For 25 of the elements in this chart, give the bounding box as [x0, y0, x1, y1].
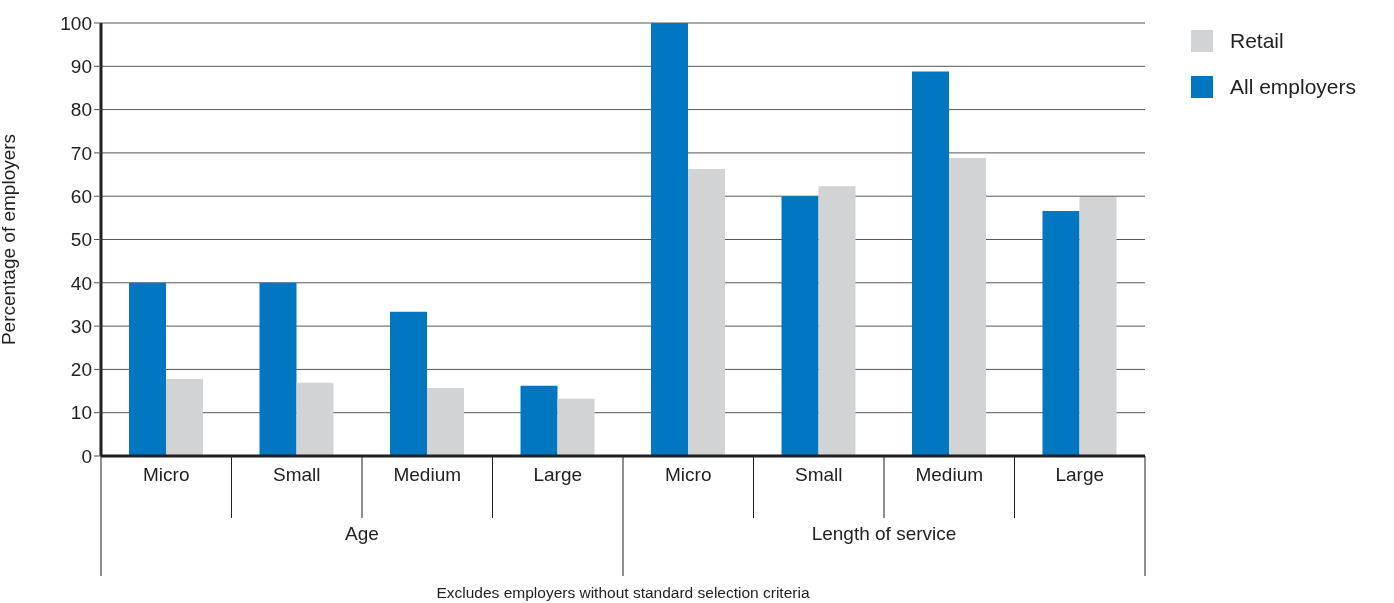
- y-tick-label: 60: [70, 185, 92, 207]
- y-tick-label: 40: [70, 272, 92, 294]
- x-tick-label: Large: [1055, 464, 1105, 486]
- legend-label: All employers: [1230, 75, 1357, 99]
- y-tick-label: 30: [70, 315, 92, 337]
- x-tick-label: Micro: [665, 464, 712, 486]
- y-tick-label: 80: [70, 99, 92, 121]
- y-tick-label: 90: [70, 56, 92, 78]
- text: Excludes employers without standard selection criteria: [436, 584, 810, 601]
- x-tick-label: Large: [533, 464, 583, 486]
- x-tick-label: Medium: [915, 464, 984, 486]
- y-tick-label: 100: [60, 12, 92, 34]
- x-tick-label: Micro: [143, 464, 190, 486]
- y-tick-label: 10: [70, 402, 92, 424]
- y-tick-label: 70: [70, 142, 92, 164]
- y-tick-label: 0: [81, 445, 92, 467]
- legend-label: Retail: [1230, 29, 1284, 53]
- text: Length of service: [811, 523, 957, 544]
- x-tick-label: Small: [794, 464, 843, 486]
- y-tick-label: 20: [70, 359, 92, 381]
- x-tick-label: Small: [272, 464, 321, 486]
- x-tick-label: Medium: [393, 464, 462, 486]
- y-axis-title: Percentage of employers: [0, 133, 19, 346]
- y-tick-label: 50: [70, 229, 92, 251]
- text: Age: [345, 523, 379, 544]
